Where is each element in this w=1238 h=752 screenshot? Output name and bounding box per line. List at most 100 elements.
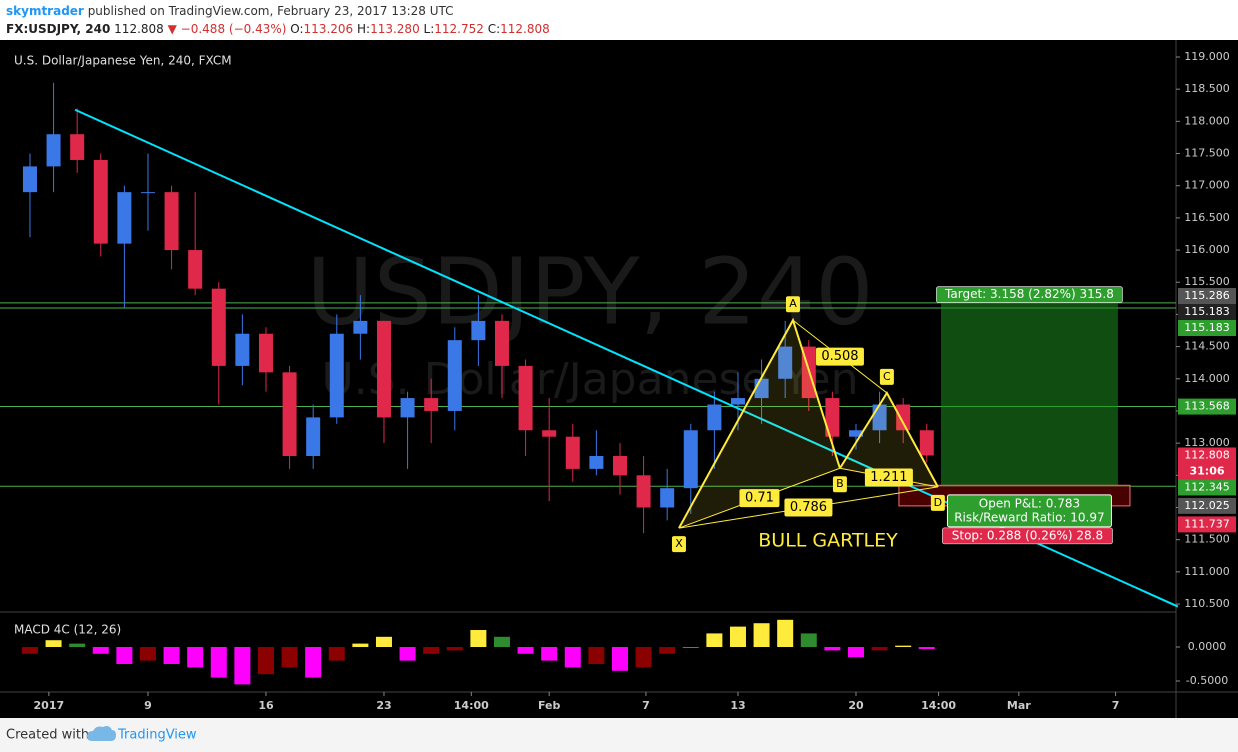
candle-body (589, 456, 604, 469)
ratio-box (864, 468, 913, 487)
pattern-triangle (839, 390, 939, 488)
target-label-box (936, 286, 1123, 303)
macd-bar (682, 647, 699, 648)
footer-bg (0, 718, 1238, 752)
ohlc-value: 112.808 (500, 22, 550, 36)
candle-body (22, 166, 37, 193)
macd-bar (895, 645, 912, 648)
macd-bar (777, 619, 794, 648)
candle-body (211, 288, 226, 366)
logo (87, 726, 116, 741)
macd-title: MACD 4C (12, 26) (14, 623, 121, 637)
header-line1: skymtrader published on TradingView.com,… (6, 4, 454, 18)
macd-bar (493, 636, 510, 648)
macd-bar (611, 647, 628, 671)
candle-body (164, 192, 179, 251)
ratio-label: 1.211 (870, 470, 907, 485)
macd-bar (517, 647, 534, 654)
candle-body (778, 346, 793, 379)
stop-label-box (942, 527, 1113, 545)
macd-bar (139, 647, 156, 661)
price-label: 112.025 (1184, 499, 1230, 512)
y-tick-label: 118.500 (1184, 82, 1230, 95)
macd-bar (45, 640, 62, 648)
ohlc-value: 113.280 (370, 22, 420, 36)
candle-body (70, 134, 85, 160)
macd-bar (187, 647, 204, 668)
change: ▼ −0.488 (−0.43%) (168, 22, 287, 36)
x-tick-label: 16 (258, 699, 274, 712)
x-tick-label: 20 (848, 699, 864, 712)
y-tick-label: 115.500 (1184, 275, 1230, 288)
y-tick-label: 111.000 (1184, 565, 1230, 578)
footer-brand[interactable]: TradingView (117, 728, 197, 743)
footer-created: Created with (6, 728, 89, 743)
candle-body (188, 250, 203, 289)
price-label-box (1178, 320, 1236, 337)
candle-body (140, 192, 155, 194)
candle-body (660, 488, 675, 508)
candle-body (46, 134, 61, 167)
macd-bar (234, 647, 251, 685)
author[interactable]: skymtrader (6, 4, 84, 18)
macd-bar (470, 630, 487, 648)
y-tick-label: 116.000 (1184, 243, 1230, 256)
header-bg (0, 0, 1238, 40)
macd-bar (328, 647, 345, 661)
price-label-box (1178, 447, 1236, 464)
candle-body (919, 430, 934, 456)
stop-label: Stop: 0.288 (0.26%) 28.8 (952, 528, 1103, 542)
y-tick-label: 110.500 (1184, 597, 1230, 610)
x-tick-label: Mar (1007, 699, 1031, 712)
price-label: 112.345 (1184, 480, 1230, 493)
candle-body (471, 320, 486, 341)
candle-body (848, 430, 863, 437)
candle-body (825, 398, 840, 437)
macd-bar (69, 643, 86, 648)
price-label-box (1178, 398, 1236, 415)
macd-bar (257, 647, 274, 675)
macd-bar (423, 647, 440, 654)
ratio-label: 0.71 (745, 491, 774, 506)
macd-bar (399, 647, 416, 661)
macd-bar (281, 647, 298, 668)
ratio-box (784, 498, 833, 517)
countdown: 31:06 (1189, 464, 1224, 477)
candle-body (117, 192, 132, 244)
x-tick-label: Feb (538, 699, 561, 712)
macd-bar (92, 647, 109, 654)
candle-body (447, 340, 462, 411)
candle-body (258, 333, 273, 373)
candle-body (306, 417, 321, 457)
y-tick-label: 118.000 (1184, 114, 1230, 127)
price-label: 115.286 (1184, 289, 1230, 302)
price-label-box (1178, 304, 1236, 321)
point-label: X (675, 537, 683, 550)
point-label: B (836, 477, 844, 490)
candle-body (896, 404, 911, 431)
macd-bar (163, 647, 180, 664)
x-tick-label: 23 (376, 699, 391, 712)
ohlc-key: H: (357, 22, 370, 36)
point-box (832, 476, 847, 493)
y-tick-label: 114.500 (1184, 340, 1230, 353)
point-label: A (789, 297, 797, 310)
price-label: 113.568 (1184, 400, 1230, 413)
macd-bar (659, 647, 676, 654)
candle-body (707, 404, 722, 431)
macd-bar (871, 647, 888, 651)
macd-bar (116, 647, 133, 664)
point-label: D (934, 496, 942, 509)
y-tick-label: 116.500 (1184, 211, 1230, 224)
pnl-box (946, 494, 1112, 528)
point-label: C (883, 370, 891, 383)
candle-body (636, 475, 651, 508)
price-label-box (1178, 479, 1236, 496)
price-label: 112.808 (1184, 448, 1230, 461)
symbol: FX:USDJPY, 240 (6, 22, 110, 36)
candle-body (400, 398, 415, 418)
macd-bar (305, 647, 322, 678)
macd-y-tick-label: -0.5000 (1186, 674, 1228, 687)
x-tick-label: 13 (730, 699, 745, 712)
